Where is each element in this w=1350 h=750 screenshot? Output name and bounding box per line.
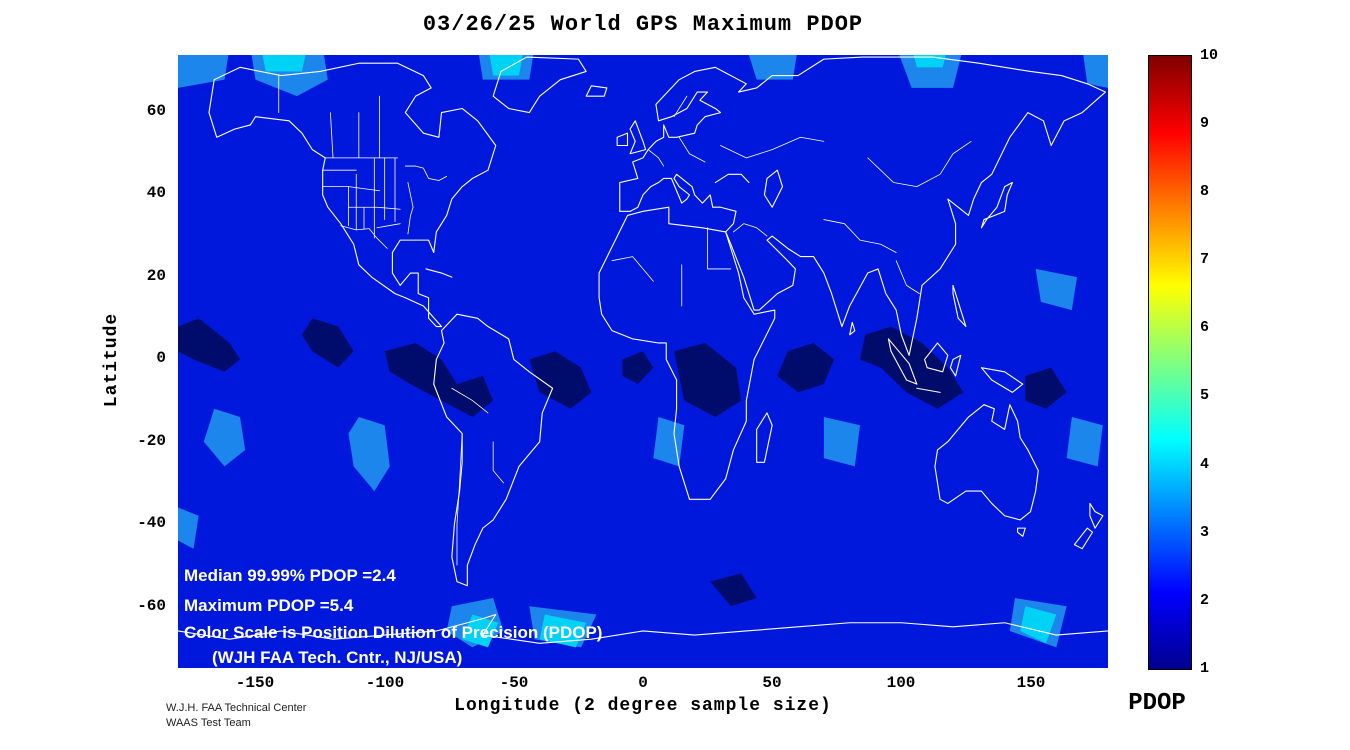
new-zealand-south-coastline [1074,528,1092,549]
new-guinea-coastline [981,368,1022,393]
uk-coastline [630,121,646,154]
antarctica-coastline [178,615,1108,644]
coastlines [178,57,1108,643]
x-tick: 150 [1016,674,1046,692]
world-map-svg [178,55,1108,668]
y-tick: 60 [146,102,166,120]
tasmania-coastline [1018,528,1026,536]
australia-coastline [935,405,1038,520]
y-axis-label: Latitude [102,312,122,408]
x-tick: -100 [365,674,405,692]
annotation-organization: (WJH FAA Tech. Cntr., NJ/USA) [212,648,463,667]
x-axis-label: Longitude (2 degree sample size) [454,696,832,716]
colorbar-tick: 3 [1200,524,1210,541]
x-tick: 50 [762,674,782,692]
y-tick: 40 [146,184,166,202]
colorbar-tick: 4 [1200,456,1210,473]
y-tick: 0 [156,349,166,367]
south-america-coastline [434,314,553,586]
cuba-coastline [426,269,452,277]
chart-title: 03/26/25 World GPS Maximum PDOP [422,12,864,37]
java-coastline [917,388,940,392]
y-tick: -40 [137,514,166,532]
colorbar-tick: 8 [1200,183,1210,200]
colorbar [1148,55,1192,670]
philippines-coastline [953,285,966,326]
credits-line-1: W.J.H. FAA Technical Center [166,702,307,714]
north-america-coastline [209,63,496,326]
colorbar-tick: 6 [1200,319,1210,336]
colorbar-label: PDOP [1128,690,1186,717]
x-tick: -150 [235,674,275,692]
sulawesi-coastline [950,355,960,376]
y-tick: -20 [137,432,166,450]
colorbar-tick: 5 [1200,387,1210,404]
y-tick: -60 [137,597,166,615]
y-tick: 20 [146,267,166,285]
colorbar-tick: 7 [1200,251,1210,268]
eurasia-coastline [620,57,1106,355]
madagascar-coastline [757,413,773,462]
ireland-coastline [617,133,627,145]
annotation-median-pdop: Median 99.99% PDOP =2.4 [184,566,396,585]
x-tick: 0 [638,674,648,692]
x-tick: -50 [499,674,529,692]
annotation-maximum-pdop: Maximum PDOP =5.4 [184,596,354,615]
low-pdop-patches [178,318,1067,607]
greenland-coastline [493,57,586,113]
colorbar-tick: 2 [1200,592,1210,609]
japan-coastline [981,183,1012,228]
iceland-coastline [586,86,607,96]
sumatra-coastline [888,339,916,384]
sri-lanka-coastline [850,322,855,334]
world-map: Median 99.99% PDOP =2.4 Maximum PDOP =5.… [178,55,1108,668]
x-tick: 100 [886,674,916,692]
credits: W.J.H. FAA Technical Center WAAS Test Te… [166,701,306,731]
new-zealand-north-coastline [1090,503,1103,528]
colorbar-tick: 1 [1200,660,1210,677]
country-state-borders [279,76,971,566]
annotation-color-scale-note: Color Scale is Position Dilution of Prec… [184,623,603,642]
colorbar-tick: 9 [1200,115,1210,132]
caspian-sea-outline [764,170,782,207]
colorbar-tick: 10 [1200,47,1219,64]
borneo-coastline [925,343,948,372]
black-sea-outline [715,174,749,182]
credits-line-2: WAAS Test Team [166,717,251,729]
